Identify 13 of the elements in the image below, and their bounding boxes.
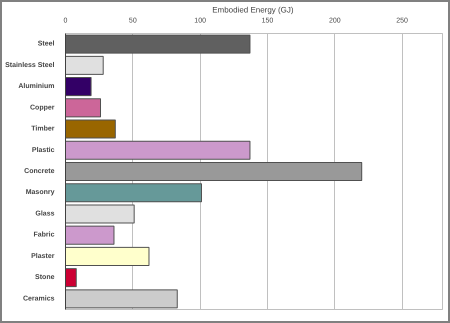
bar xyxy=(66,183,202,202)
bar xyxy=(66,77,92,96)
bar xyxy=(66,98,102,118)
x-axis-title: Embodied Energy (GJ) xyxy=(212,6,294,14)
bar xyxy=(66,162,362,182)
bar xyxy=(66,268,77,288)
bar xyxy=(66,246,150,266)
bar xyxy=(66,204,135,224)
bar xyxy=(66,34,250,54)
bar xyxy=(66,56,104,75)
bar xyxy=(66,140,250,160)
bar xyxy=(66,226,114,245)
bar xyxy=(66,120,116,139)
